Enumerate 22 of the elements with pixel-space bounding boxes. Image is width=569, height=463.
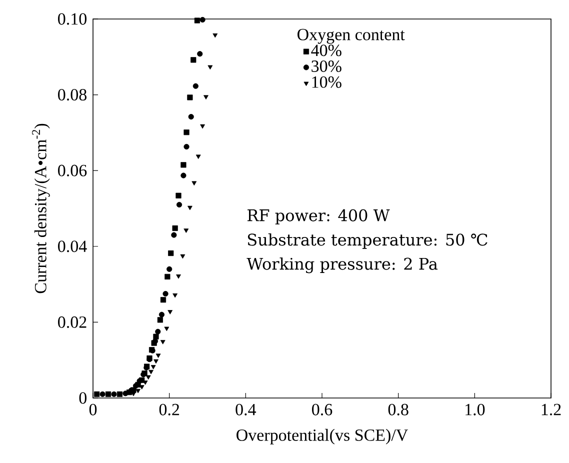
legend-label: 30% <box>312 60 342 72</box>
x-tick-label: 0.4 <box>236 404 256 416</box>
y-tick-label: 0.06 <box>58 164 87 176</box>
legend-label: 40% <box>311 44 342 56</box>
x-tick-label: 0.6 <box>312 404 332 416</box>
annotation: RF power: 400 W <box>248 209 390 224</box>
annotation: Working pressure: 2 Pa <box>246 257 438 274</box>
legend-title: Oxygen content <box>298 28 405 44</box>
y-axis-title: Current density/(A•cm$^{-2}$) <box>32 124 50 294</box>
y-tick-label: 0.02 <box>58 316 86 328</box>
y-tick-label: 0 <box>79 392 86 404</box>
x-axis-title: Overpotential(vs SCE)/V <box>236 428 408 444</box>
x-tick-label: 1.2 <box>542 404 561 416</box>
y-tick-label: 0.04 <box>58 240 87 252</box>
x-tick-label: 1.0 <box>466 404 485 416</box>
x-tick-label: 0 <box>89 404 97 416</box>
annotation: Substrate temperature: 50 ℃ <box>248 233 488 249</box>
y-tick-label: 0.10 <box>58 13 86 25</box>
x-tick-label: 0.8 <box>388 404 408 416</box>
y-tick-label: 0.08 <box>58 89 86 101</box>
x-tick-label: 0.2 <box>159 404 180 416</box>
legend-label: 10% <box>312 76 342 88</box>
